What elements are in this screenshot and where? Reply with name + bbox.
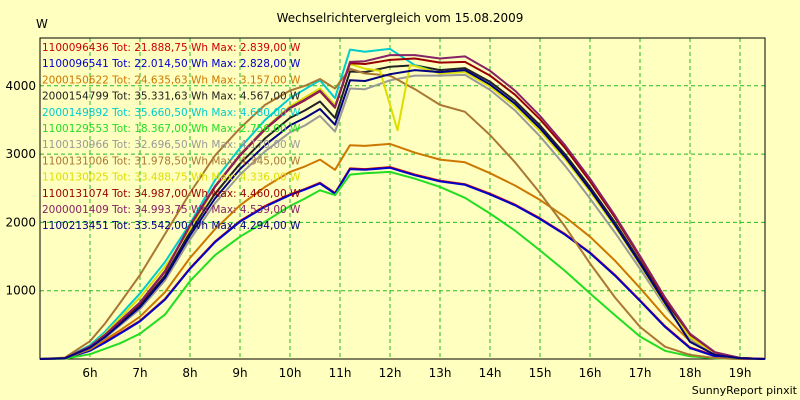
chart-title: Wechselrichtervergleich vom 15.08.2009	[277, 11, 524, 25]
legend-entry: 1100096541 Tot: 22.014,50 Wh Max: 2.828,…	[42, 58, 301, 70]
x-tick-label: 17h	[629, 366, 652, 380]
legend-entry: 1100096436 Tot: 21.888,75 Wh Max: 2.839,…	[42, 42, 301, 54]
x-tick-label: 12h	[379, 366, 402, 380]
legend-entry: 2000001409 Tot: 34.993,75 Wh Max: 4.539,…	[42, 204, 301, 216]
series-line	[39, 170, 765, 360]
grid-lines	[40, 38, 765, 359]
x-tick-label: 15h	[529, 366, 552, 380]
x-tick-label: 14h	[479, 366, 502, 380]
legend-entry: 2000150622 Tot: 24.635,63 Wh Max: 3.157,…	[42, 74, 301, 86]
axes	[39, 37, 766, 360]
series-line	[39, 69, 766, 360]
plot-area-border	[39, 37, 766, 360]
series-line	[39, 166, 766, 360]
x-tick-label: 8h	[182, 366, 197, 380]
series-lines	[39, 47, 766, 360]
x-tick-label: 6h	[82, 366, 97, 380]
legend: 1100096436 Tot: 21.888,75 Wh Max: 2.839,…	[42, 42, 301, 232]
y-tick-label: 3000	[5, 147, 36, 161]
legend-entry: 1100131074 Tot: 34.987,00 Wh Max: 4.460,…	[42, 188, 301, 200]
legend-entry: 2000154799 Tot: 35.331,63 Wh Max: 4.567,…	[42, 91, 301, 103]
legend-entry: 1100130025 Tot: 33.488,75 Wh Max: 4.336,…	[42, 172, 301, 184]
x-tick-label: 18h	[679, 366, 702, 380]
footer-credit: SunnyReport pinxit	[692, 384, 798, 397]
y-tick-labels: 1000 2000 3000 4000	[5, 79, 36, 298]
y-tick-label: 4000	[5, 79, 36, 93]
x-tick-label: 13h	[429, 366, 452, 380]
series-line	[39, 64, 766, 360]
x-tick-label: 16h	[579, 366, 602, 380]
y-axis-unit: W	[36, 17, 48, 31]
x-tick-label: 11h	[329, 366, 352, 380]
y-tick-label: 1000	[5, 284, 36, 298]
x-tick-labels: 6h 7h 8h 9h 10h 11h 12h 13h 14h 15h 16h 17h 18h 19h	[82, 366, 751, 380]
legend-entry: 1100129553 Tot: 18.367,00 Wh Max: 2.756,…	[42, 123, 301, 135]
legend-entry: 1100213451 Tot: 33.542,00 Wh Max: 4.294,…	[42, 220, 301, 232]
legend-entry: 2000149892 Tot: 35.660,50 Wh Max: 4.680,…	[42, 107, 301, 119]
series-line	[39, 73, 766, 360]
x-tick-label: 10h	[279, 366, 302, 380]
legend-entry: 1100130966 Tot: 32.696,50 Wh Max: 4.170,…	[42, 139, 301, 151]
legend-entry: 1100131006 Tot: 31.978,50 Wh Max: 4.345,…	[42, 155, 301, 167]
x-tick-label: 19h	[729, 366, 752, 380]
series-line	[39, 54, 766, 360]
x-tick-label: 9h	[232, 366, 247, 380]
x-tick-label: 7h	[132, 366, 147, 380]
series-line	[39, 142, 766, 360]
series-line	[39, 67, 765, 360]
y-tick-label: 2000	[5, 215, 36, 229]
